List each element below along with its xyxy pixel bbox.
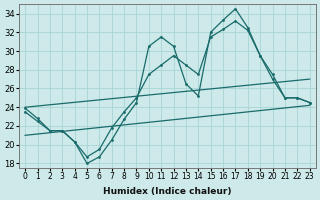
X-axis label: Humidex (Indice chaleur): Humidex (Indice chaleur)	[103, 187, 232, 196]
